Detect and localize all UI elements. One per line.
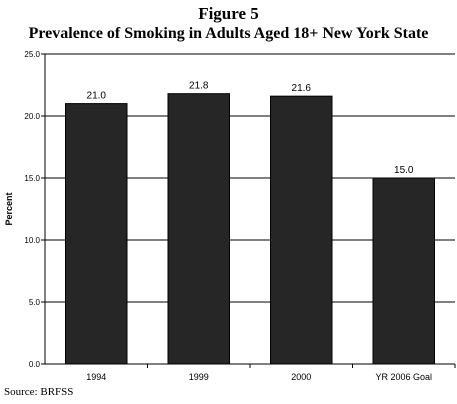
figure-label: Figure 5 <box>198 4 259 23</box>
bar-data-label: 15.0 <box>394 165 414 176</box>
x-tick-label: 1994 <box>86 372 106 382</box>
source-note: Source: BRFSS <box>4 386 74 398</box>
bar <box>270 95 333 365</box>
y-tick-label: 5.0 <box>29 298 41 307</box>
bar <box>65 103 128 365</box>
x-tick-label: YR 2006 Goal <box>375 372 432 382</box>
chart-title-block: Figure 5 Prevalence of Smoking in Adults… <box>0 4 457 44</box>
chart-title: Prevalence of Smoking in Adults Aged 18+… <box>28 25 429 42</box>
y-tick-label: 15.0 <box>24 174 40 183</box>
bar-data-label: 21.0 <box>87 91 107 102</box>
y-tick-label: 10.0 <box>24 236 40 245</box>
y-tick-label: 0.0 <box>29 360 41 369</box>
y-axis-label: Percent <box>4 192 14 225</box>
bar-data-label: 21.6 <box>292 83 312 94</box>
y-tick-label: 25.0 <box>24 50 40 59</box>
y-tick-label: 20.0 <box>24 112 40 121</box>
bar <box>372 177 435 365</box>
bar-data-label: 21.8 <box>189 81 209 92</box>
x-tick-label: 1999 <box>189 372 209 382</box>
bar <box>167 93 230 365</box>
x-tick-label: 2000 <box>291 372 311 382</box>
